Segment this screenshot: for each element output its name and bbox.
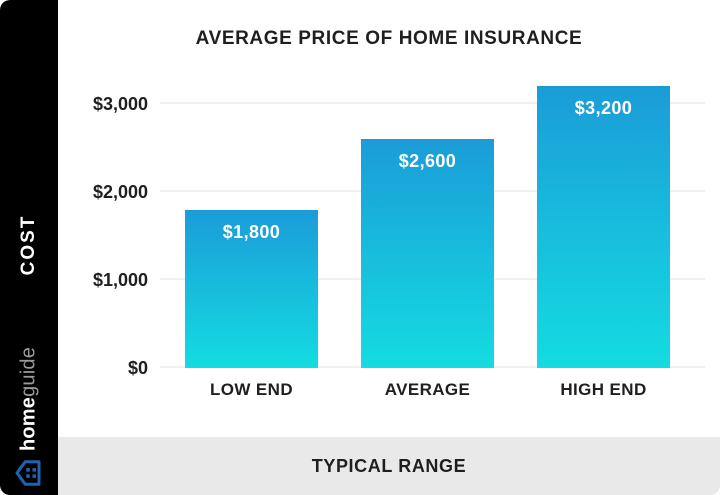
bar-value-low-end: $1,800 bbox=[222, 221, 281, 242]
chart-title: AVERAGE PRICE OF HOME INSURANCE bbox=[195, 28, 583, 49]
y-axis: $3,000 $2,000 $1,000 $0 bbox=[58, 85, 148, 378]
chart-area: AVERAGE PRICE OF HOME INSURANCE $3,000 $… bbox=[58, 0, 720, 495]
x-axis-title-band: TYPICAL RANGE bbox=[58, 437, 720, 495]
y-tick-3000: $3,000 bbox=[92, 94, 148, 115]
sidebar: COST homeguide bbox=[0, 0, 58, 495]
y-tick-2000: $2,000 bbox=[92, 182, 148, 203]
house-icon bbox=[15, 460, 41, 486]
bar-value-average: $2,600 bbox=[398, 151, 457, 172]
brand-logo-bold: home bbox=[17, 396, 40, 452]
y-tick-0: $0 bbox=[127, 358, 148, 378]
bar-value-high-end: $3,200 bbox=[574, 98, 633, 119]
x-label-high-end: HIGH END bbox=[560, 380, 647, 399]
x-label-average: AVERAGE bbox=[384, 380, 471, 399]
bars-group: $1,800 $2,600 $3,200 bbox=[185, 85, 670, 368]
y-axis-title: COST bbox=[18, 214, 39, 276]
plot-region: $1,800 $2,600 $3,200 bbox=[160, 85, 705, 368]
brand-logo: homeguide bbox=[18, 347, 41, 451]
x-label-low-end: LOW END bbox=[209, 380, 294, 399]
gridline-3000 bbox=[160, 102, 705, 105]
bar-low-end: $1,800 bbox=[185, 209, 318, 368]
bar-high-end: $3,200 bbox=[537, 86, 670, 368]
bar-average: $2,600 bbox=[361, 139, 494, 368]
x-axis-title: TYPICAL RANGE bbox=[311, 455, 467, 476]
y-tick-1000: $1,000 bbox=[92, 270, 148, 291]
brand-logo-light: guide bbox=[17, 346, 40, 397]
x-axis-labels: LOW END AVERAGE HIGH END bbox=[185, 380, 670, 400]
